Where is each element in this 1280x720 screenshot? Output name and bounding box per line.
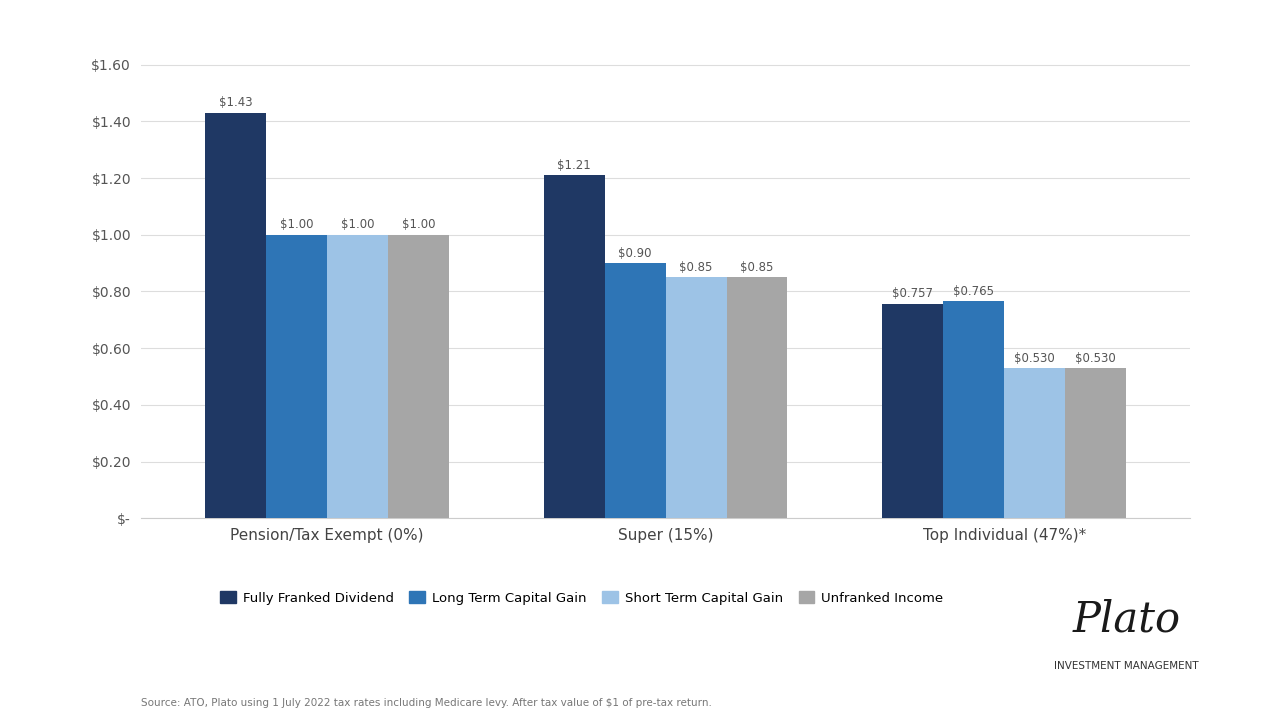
Text: $1.43: $1.43: [219, 96, 252, 109]
Text: INVESTMENT MANAGEMENT: INVESTMENT MANAGEMENT: [1055, 662, 1198, 671]
Bar: [1065, 368, 1126, 518]
Text: $1.00: $1.00: [402, 218, 435, 231]
Bar: [544, 175, 604, 518]
Bar: [326, 235, 388, 518]
Bar: [266, 235, 326, 518]
Bar: [604, 263, 666, 518]
Bar: [1005, 368, 1065, 518]
Text: $0.85: $0.85: [680, 261, 713, 274]
Text: $1.00: $1.00: [280, 218, 314, 231]
Text: $1.00: $1.00: [340, 218, 374, 231]
Text: $0.530: $0.530: [1075, 351, 1116, 364]
Bar: [727, 277, 787, 518]
Text: Plato: Plato: [1073, 598, 1180, 641]
Bar: [882, 304, 943, 518]
Bar: [388, 235, 449, 518]
Legend: Fully Franked Dividend, Long Term Capital Gain, Short Term Capital Gain, Unfrank: Fully Franked Dividend, Long Term Capita…: [215, 586, 948, 610]
Bar: [943, 302, 1005, 518]
Text: $0.90: $0.90: [618, 247, 652, 260]
Bar: [666, 277, 727, 518]
Text: $0.765: $0.765: [954, 285, 995, 298]
Text: $0.85: $0.85: [740, 261, 773, 274]
Bar: [205, 113, 266, 518]
Text: $1.21: $1.21: [557, 159, 591, 172]
Text: $0.530: $0.530: [1014, 351, 1055, 364]
Text: $0.757: $0.757: [892, 287, 933, 300]
Text: Source: ATO, Plato using 1 July 2022 tax rates including Medicare levy. After ta: Source: ATO, Plato using 1 July 2022 tax…: [141, 698, 712, 708]
Text: Tax effectiveness depends on your tax status!: Tax effectiveness depends on your tax st…: [302, 626, 812, 645]
